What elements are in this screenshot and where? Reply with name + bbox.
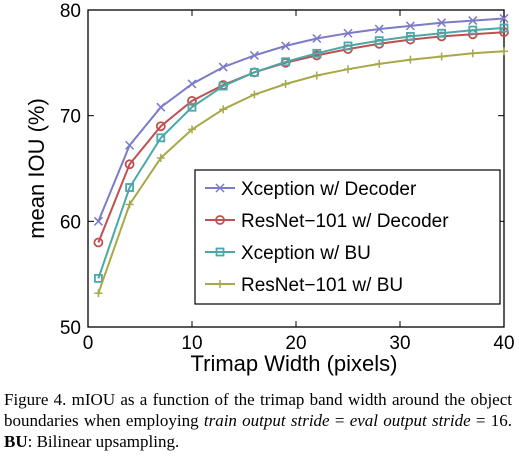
series-line bbox=[97, 27, 505, 279]
legend-label: Xception w/ BU bbox=[241, 243, 371, 264]
caption-part3: : Bilinear upsampling. bbox=[27, 432, 180, 451]
legend-swatch-marker bbox=[215, 247, 225, 257]
x-tick-label: 40 bbox=[493, 333, 514, 354]
data-point bbox=[437, 28, 447, 38]
data-point bbox=[437, 18, 447, 28]
data-point bbox=[93, 237, 104, 248]
caption-italic2: eval output stride bbox=[349, 411, 471, 430]
axes: 0 10 20 30 40 50 60 70 80 Trimap Width (pixels) me… bbox=[24, 1, 515, 376]
data-point bbox=[374, 36, 384, 46]
data-point bbox=[374, 24, 384, 34]
data-point bbox=[468, 16, 478, 26]
iou-line-chart: 0 10 20 30 40 50 60 70 80 Trimap Width (pixels) me… bbox=[24, 1, 515, 376]
data-point bbox=[249, 50, 259, 60]
series-line bbox=[97, 50, 505, 294]
y-tick-label: 60 bbox=[60, 212, 81, 233]
data-point bbox=[405, 32, 415, 41]
caption-part1: Figure 4. mIOU as a function of the trim… bbox=[4, 390, 512, 430]
data-point bbox=[468, 49, 477, 58]
legend: Xception w/ Decoder ResNet−101 w/ Decoder… bbox=[194, 169, 501, 305]
y-tick-label: 70 bbox=[60, 107, 81, 128]
data-point bbox=[156, 102, 166, 112]
data-point bbox=[499, 23, 509, 33]
legend-swatch-marker bbox=[215, 215, 225, 225]
legend-label: ResNet−101 w/ Decoder bbox=[241, 211, 449, 232]
data-point bbox=[156, 133, 166, 143]
caption-bold1: BU bbox=[4, 432, 28, 451]
legend-swatch-marker bbox=[215, 183, 225, 193]
series-line bbox=[97, 17, 505, 222]
data-point bbox=[94, 289, 103, 298]
caption-italic1: train output stride bbox=[203, 411, 330, 430]
caption-eq1: = bbox=[329, 411, 350, 430]
figure-caption: Figure 4. mIOU as a function of the trim… bbox=[4, 389, 512, 452]
data-point bbox=[187, 102, 197, 112]
y-axis-label: mean IOU (%) bbox=[24, 98, 49, 239]
series-layer bbox=[93, 13, 509, 298]
data-point bbox=[94, 273, 103, 283]
data-point bbox=[344, 65, 352, 74]
data-point bbox=[187, 95, 197, 106]
data-point bbox=[156, 153, 165, 162]
data-point bbox=[249, 67, 259, 77]
data-point bbox=[281, 41, 291, 51]
data-point bbox=[343, 28, 353, 38]
data-point bbox=[187, 79, 197, 89]
data-point bbox=[281, 79, 290, 88]
data-point bbox=[250, 90, 259, 99]
data-point bbox=[468, 25, 478, 35]
x-tick-label: 10 bbox=[181, 333, 202, 354]
x-tick-label: 30 bbox=[389, 333, 410, 354]
data-point bbox=[93, 216, 103, 226]
series-2 bbox=[94, 23, 509, 283]
legend-swatch-marker bbox=[216, 280, 224, 288]
data-point bbox=[312, 48, 322, 58]
legend-label: Xception w/ Decoder bbox=[241, 179, 417, 200]
data-point bbox=[125, 183, 134, 192]
x-axis-label: Trimap Width (pixels) bbox=[191, 351, 398, 376]
data-point bbox=[188, 125, 196, 134]
data-point bbox=[125, 200, 134, 209]
data-point bbox=[312, 71, 321, 80]
legend-label: ResNet−101 w/ BU bbox=[241, 275, 403, 296]
data-point bbox=[155, 121, 166, 132]
data-point bbox=[437, 52, 446, 61]
series-line bbox=[97, 31, 505, 243]
y-tick-label: 50 bbox=[60, 318, 81, 339]
legend-box bbox=[194, 169, 501, 305]
data-point bbox=[219, 105, 228, 114]
data-point bbox=[375, 59, 384, 68]
data-point bbox=[343, 41, 353, 51]
caption-part2: = 16. bbox=[470, 411, 513, 430]
series-3 bbox=[94, 47, 508, 298]
x-tick-label: 0 bbox=[83, 333, 94, 354]
data-point bbox=[406, 55, 415, 64]
data-point bbox=[124, 159, 135, 170]
data-point bbox=[281, 57, 291, 67]
data-point bbox=[500, 47, 508, 56]
data-point bbox=[218, 62, 228, 72]
y-tick-label: 80 bbox=[60, 1, 81, 22]
data-point bbox=[405, 21, 415, 31]
data-point bbox=[499, 13, 509, 23]
data-point bbox=[218, 81, 228, 91]
data-point bbox=[312, 33, 322, 44]
series-0 bbox=[93, 13, 509, 226]
x-tick-label: 20 bbox=[285, 333, 306, 354]
data-point bbox=[125, 140, 135, 150]
